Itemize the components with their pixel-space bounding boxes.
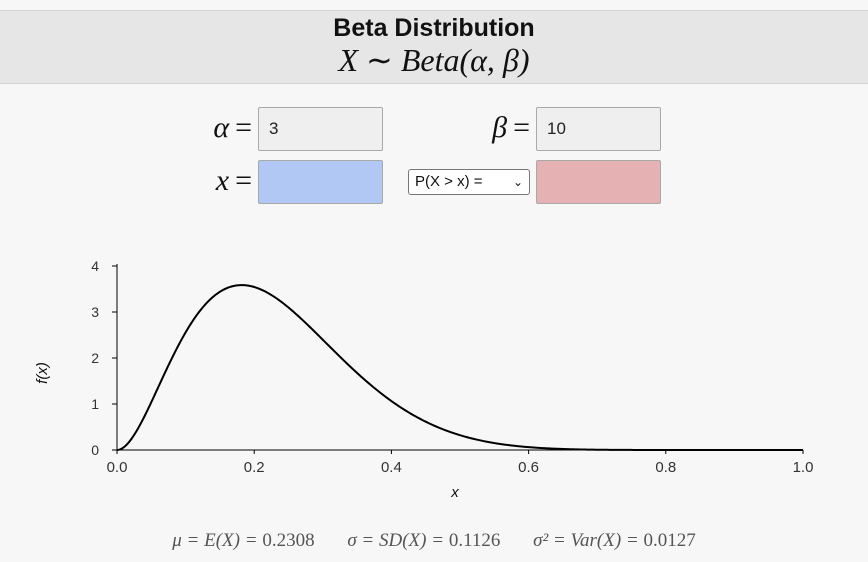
- density-curve: [116, 284, 803, 451]
- alpha-input[interactable]: 3: [258, 107, 383, 151]
- sd-stat: σ = SD(X) = 0.1126: [347, 530, 500, 551]
- x-tick-label-1: 0.2: [244, 459, 265, 476]
- x-symbol: x: [215, 164, 230, 197]
- y-tick-label-0: 0: [91, 442, 99, 458]
- mean-value: 0.2308: [262, 530, 315, 551]
- y-tick-label-4: 4: [91, 258, 99, 274]
- y-tick-label-2: 2: [91, 350, 99, 366]
- header-bar: Beta Distribution X ∼ Beta(α, β): [0, 10, 868, 84]
- x-tick-label-0: 0.0: [107, 459, 128, 476]
- x-equals: =: [235, 164, 252, 197]
- x-axis-label: x: [450, 484, 459, 501]
- distribution-formula: X ∼ Beta(α, β): [0, 41, 868, 79]
- y-tick-label-3: 3: [91, 304, 99, 320]
- formula-var: X: [338, 42, 359, 78]
- probability-output[interactable]: [536, 160, 661, 204]
- x-tick-label-4: 0.8: [655, 459, 676, 476]
- x-tick-label-5: 1.0: [793, 459, 814, 476]
- probability-type-selected: P(X > x) =: [415, 173, 483, 190]
- alpha-label: α =: [190, 106, 252, 150]
- density-chart: 0 1 2 3 4 0.0 0.2 0.4 0.6 0.8 1.0 x f(x): [34, 258, 814, 501]
- y-tick-label-1: 1: [91, 396, 99, 412]
- sd-value: 0.1126: [448, 530, 501, 551]
- beta-input[interactable]: 10: [536, 107, 661, 151]
- x-tick-label-3: 0.6: [518, 459, 539, 476]
- formula-tilde: ∼: [366, 42, 393, 78]
- alpha-equals: =: [235, 111, 252, 144]
- variance-label: σ² = Var(X) =: [533, 530, 639, 551]
- mean-stat: μ = E(X) = 0.2308: [172, 530, 314, 551]
- y-axis-label: f(x): [34, 362, 51, 384]
- beta-symbol: β: [492, 111, 508, 144]
- mean-label: μ = E(X) =: [172, 530, 258, 551]
- formula-name: Beta: [400, 42, 460, 78]
- beta-equals: =: [513, 111, 530, 144]
- variance-stat: σ² = Var(X) = 0.0127: [533, 530, 696, 551]
- summary-stats: μ = E(X) = 0.2308 σ = SD(X) = 0.1126 σ² …: [0, 530, 868, 552]
- page-title: Beta Distribution: [333, 14, 535, 42]
- alpha-symbol: α: [213, 111, 230, 144]
- formula-params: (α, β): [459, 42, 530, 78]
- chevron-down-icon: ⌄: [512, 175, 523, 189]
- x-tick-label-2: 0.4: [381, 459, 402, 476]
- probability-type-select[interactable]: P(X > x) = ⌄: [408, 169, 530, 195]
- sd-label: σ = SD(X) =: [347, 530, 445, 551]
- variance-value: 0.0127: [643, 530, 696, 551]
- x-input[interactable]: [258, 160, 383, 204]
- beta-label: β =: [468, 106, 530, 150]
- x-label: x =: [190, 159, 252, 203]
